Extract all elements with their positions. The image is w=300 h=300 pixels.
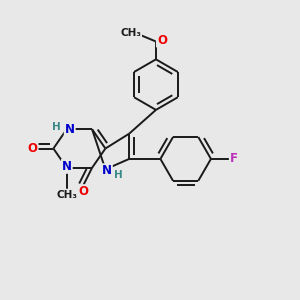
Text: H: H xyxy=(52,122,61,132)
Text: CH₃: CH₃ xyxy=(56,190,77,200)
Text: N: N xyxy=(102,164,112,177)
Text: O: O xyxy=(157,34,167,46)
Text: N: N xyxy=(62,160,72,173)
Text: CH₃: CH₃ xyxy=(120,28,141,38)
Text: O: O xyxy=(78,185,88,198)
Text: O: O xyxy=(28,142,38,155)
Text: H: H xyxy=(114,170,123,180)
Text: N: N xyxy=(65,123,75,136)
Text: F: F xyxy=(230,152,238,165)
